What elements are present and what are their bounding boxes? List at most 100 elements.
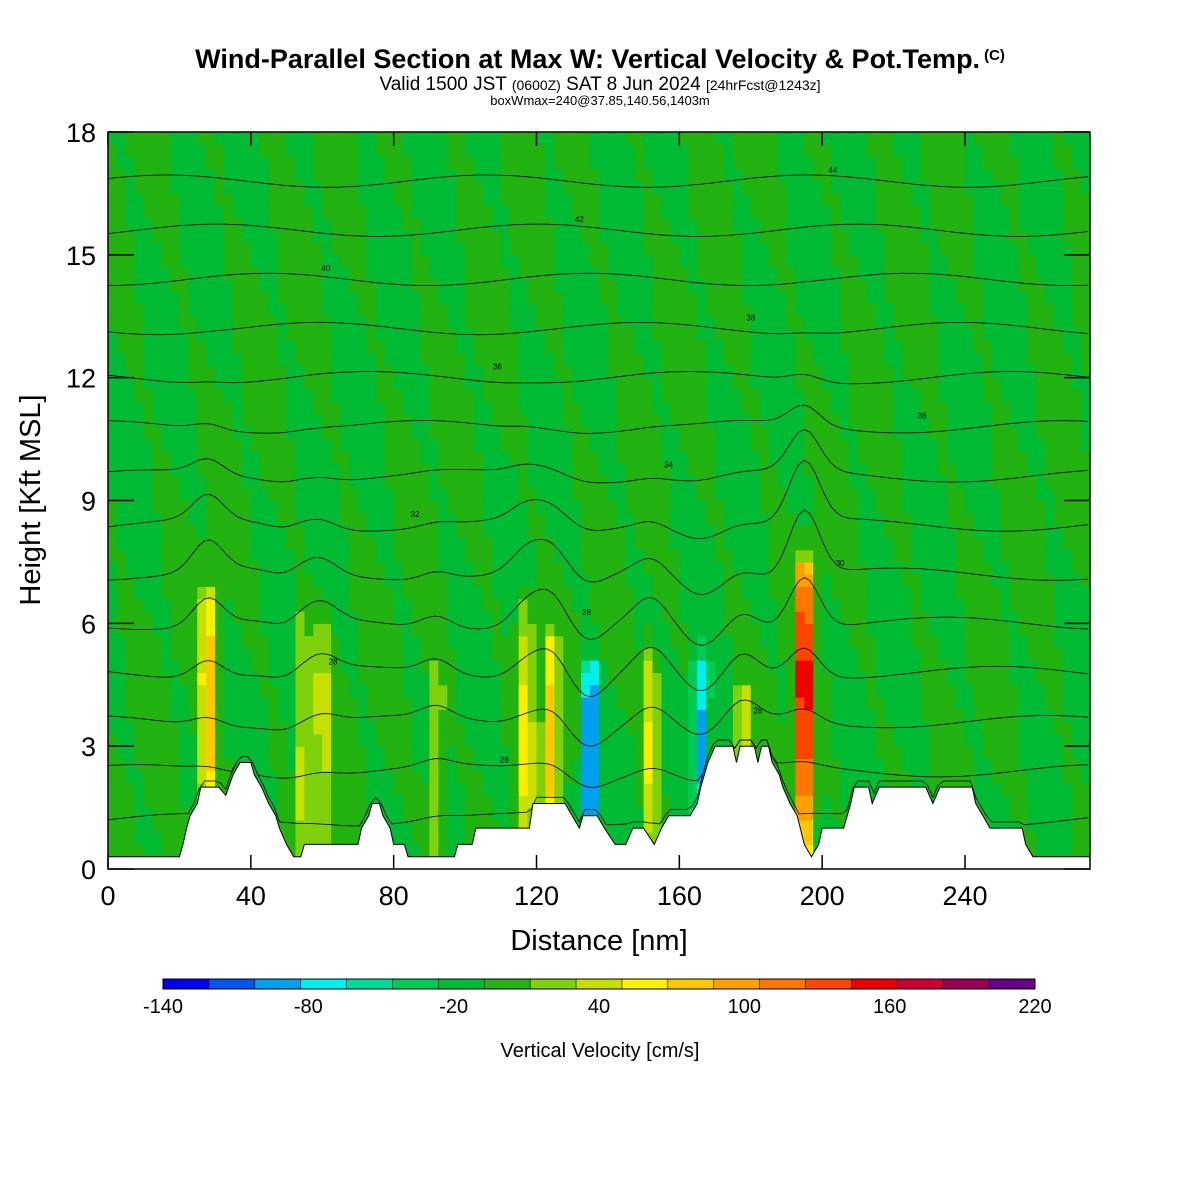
velocity-cell <box>375 598 386 612</box>
velocity-cell <box>402 500 413 514</box>
velocity-cell <box>581 561 591 575</box>
velocity-cell <box>768 500 779 514</box>
velocity-cell <box>447 181 457 195</box>
velocity-cell <box>116 193 127 207</box>
velocity-cell <box>777 733 788 747</box>
velocity-cell <box>563 402 573 416</box>
velocity-cell <box>482 291 493 305</box>
velocity-cell <box>108 316 118 330</box>
velocity-cell <box>447 267 457 280</box>
velocity-cell <box>509 254 520 268</box>
velocity-cell <box>420 672 430 686</box>
velocity-cell <box>268 242 279 256</box>
velocity-cell <box>491 254 502 268</box>
velocity-cell <box>732 500 743 514</box>
velocity-cell <box>661 254 672 268</box>
velocity-cell <box>465 353 475 366</box>
velocity-cell <box>152 230 163 244</box>
velocity-cell <box>224 193 234 207</box>
velocity-cell <box>652 451 663 465</box>
velocity-cell <box>625 598 636 612</box>
velocity-cell <box>822 586 832 600</box>
velocity-cell <box>661 168 672 182</box>
velocity-cell <box>795 721 805 735</box>
velocity-cell <box>643 439 654 452</box>
velocity-cell <box>634 389 645 403</box>
velocity-cell <box>563 439 573 452</box>
velocity-cell <box>518 426 529 440</box>
velocity-cell <box>125 340 136 354</box>
velocity-cell <box>429 267 439 280</box>
velocity-cell <box>474 230 484 244</box>
velocity-cell <box>786 156 796 170</box>
velocity-cell <box>599 647 609 661</box>
velocity-cell <box>777 328 788 342</box>
velocity-cell <box>813 377 823 391</box>
velocity-cell <box>286 463 297 477</box>
velocity-cell <box>429 389 439 403</box>
velocity-cell <box>563 303 573 317</box>
velocity-cell <box>322 697 332 710</box>
velocity-cell <box>634 586 645 600</box>
velocity-cell <box>634 365 645 379</box>
velocity-cell <box>375 561 386 575</box>
velocity-cell <box>500 291 511 305</box>
velocity-cell <box>206 328 216 342</box>
velocity-cell <box>429 758 439 772</box>
velocity-cell <box>616 733 627 747</box>
velocity-cell <box>831 475 841 489</box>
velocity-cell <box>581 549 591 563</box>
velocity-cell <box>697 303 707 317</box>
velocity-cell <box>331 439 341 452</box>
velocity-cell <box>143 426 154 440</box>
velocity-cell <box>366 783 377 796</box>
velocity-cell <box>527 377 538 391</box>
velocity-cell <box>607 205 618 219</box>
velocity-cell <box>393 807 404 821</box>
velocity-cell <box>607 230 618 244</box>
velocity-cell <box>179 414 189 428</box>
velocity-cell <box>715 205 725 219</box>
velocity-cell <box>304 254 314 268</box>
velocity-cell <box>554 230 564 244</box>
velocity-cell <box>366 426 377 440</box>
velocity-cell <box>170 832 181 846</box>
velocity-cell <box>125 353 136 366</box>
velocity-cell <box>831 230 841 244</box>
velocity-cell <box>206 525 216 538</box>
velocity-cell <box>286 647 297 661</box>
velocity-cell <box>402 193 413 207</box>
velocity-cell <box>447 758 457 772</box>
velocity-cell <box>545 770 555 784</box>
velocity-cell <box>134 721 145 735</box>
velocity-cell <box>116 463 127 477</box>
velocity-cell <box>581 328 591 342</box>
velocity-cell <box>813 279 823 293</box>
velocity-cell <box>715 660 725 674</box>
velocity-cell <box>125 770 136 784</box>
velocity-cell <box>134 611 145 624</box>
velocity-cell <box>563 770 573 784</box>
velocity-cell <box>125 635 136 649</box>
velocity-cell <box>572 144 582 158</box>
velocity-cell <box>616 611 627 624</box>
velocity-cell <box>384 684 395 698</box>
velocity-cell <box>518 721 529 735</box>
velocity-cell <box>277 488 288 502</box>
velocity-cell <box>393 512 404 526</box>
velocity-cell <box>170 819 181 833</box>
velocity-cell <box>232 684 243 698</box>
velocity-cell <box>331 389 341 403</box>
velocity-cell <box>723 426 734 440</box>
velocity-cell <box>581 697 591 710</box>
velocity-cell <box>197 647 207 661</box>
velocity-cell <box>366 156 377 170</box>
velocity-cell <box>661 770 672 784</box>
velocity-cell <box>527 156 538 170</box>
velocity-cell <box>715 586 725 600</box>
velocity-cell <box>706 353 716 366</box>
velocity-cell <box>625 377 636 391</box>
velocity-cell <box>732 230 743 244</box>
velocity-cell <box>590 807 600 821</box>
velocity-cell <box>616 439 627 452</box>
